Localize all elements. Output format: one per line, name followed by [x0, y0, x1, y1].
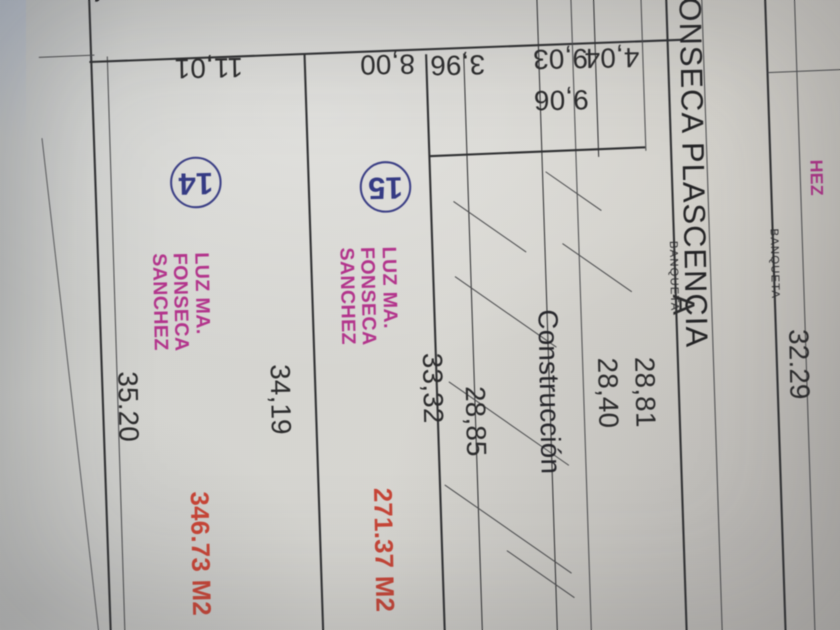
- dimension-33-32-lot15-side: 33,32: [416, 352, 449, 424]
- dimension-28-85: 28,85: [459, 385, 492, 457]
- boundary-line-left-inner: [106, 56, 126, 630]
- construction-hatch: [562, 243, 633, 293]
- dimension-3-96: 3,96: [429, 48, 486, 81]
- construction-block-left-edge: [462, 53, 484, 630]
- owner-line: FONSECA: [168, 252, 193, 352]
- upper-right-cell-border: [767, 68, 840, 74]
- construction-label: Construcción: [532, 309, 567, 475]
- construction-hatch: [545, 171, 602, 212]
- dimension-band-bottom: [429, 146, 646, 157]
- lot-15-owner-label: LUZ MA. FONSECA SANCHEZ: [335, 246, 401, 346]
- dimension-28-40: 28,40: [591, 357, 625, 429]
- owner-line: LUZ MA.: [190, 252, 214, 335]
- lot-14-owner-label: LUZ MA. FONSECA SANCHEZ: [147, 252, 214, 352]
- lot-number-15-text: 15: [367, 170, 404, 205]
- owner-line: SANCHEZ: [335, 247, 359, 346]
- owner-fragment-right: HEZ: [806, 159, 827, 197]
- dimension-35-20-lot14-depth: 35.20: [112, 371, 145, 443]
- lot-14-area-label: 346.73 M2: [184, 491, 216, 617]
- owner-line: FONSECA: [356, 246, 380, 346]
- owner-line: SANCHEZ: [147, 253, 172, 351]
- dimension-9-03: 9,03: [532, 42, 589, 75]
- construction-marker-a: A: [665, 293, 701, 316]
- sidewalk-label-2: BANQUETA: [767, 228, 782, 300]
- dimension-4-04: 4,04: [584, 41, 640, 74]
- dimension-11-01-lot14-frontage: 11,01: [174, 51, 244, 85]
- street-edge-right: [764, 0, 787, 630]
- lot-divider-15-right: [425, 54, 447, 630]
- boundary-line-far-left: [41, 138, 103, 630]
- dimension-9-06: 9,06: [533, 83, 590, 116]
- owner-line: LUZ MA.: [377, 246, 401, 330]
- dimension-34-19-lot14-side: 34,19: [264, 363, 297, 436]
- area-partial-top-left: M2: [207, 0, 241, 3]
- top-left-cell-border: [38, 54, 95, 59]
- lot-number-15[interactable]: 15: [359, 160, 412, 214]
- construction-hatch: [453, 200, 527, 253]
- dimension-28-81: 28,81: [628, 356, 662, 428]
- dimension-cell-divider-2: [639, 0, 647, 151]
- construction-hatch: [506, 550, 575, 599]
- dimension-partial-left-edge: 1: [88, 0, 104, 7]
- lot-15-area-label: 271.37 M2: [367, 487, 400, 613]
- lot-number-14[interactable]: 14: [169, 156, 223, 209]
- lot-number-14-text: 14: [178, 165, 214, 201]
- sidewalk-line-2: [793, 0, 816, 630]
- dimension-cell-divider-1: [592, 0, 600, 157]
- lot-divider-14-15: [304, 54, 325, 630]
- dimension-32-29-street-width: 32.29: [782, 328, 816, 400]
- dimension-8-00-lot15-frontage: 8,00: [359, 48, 416, 81]
